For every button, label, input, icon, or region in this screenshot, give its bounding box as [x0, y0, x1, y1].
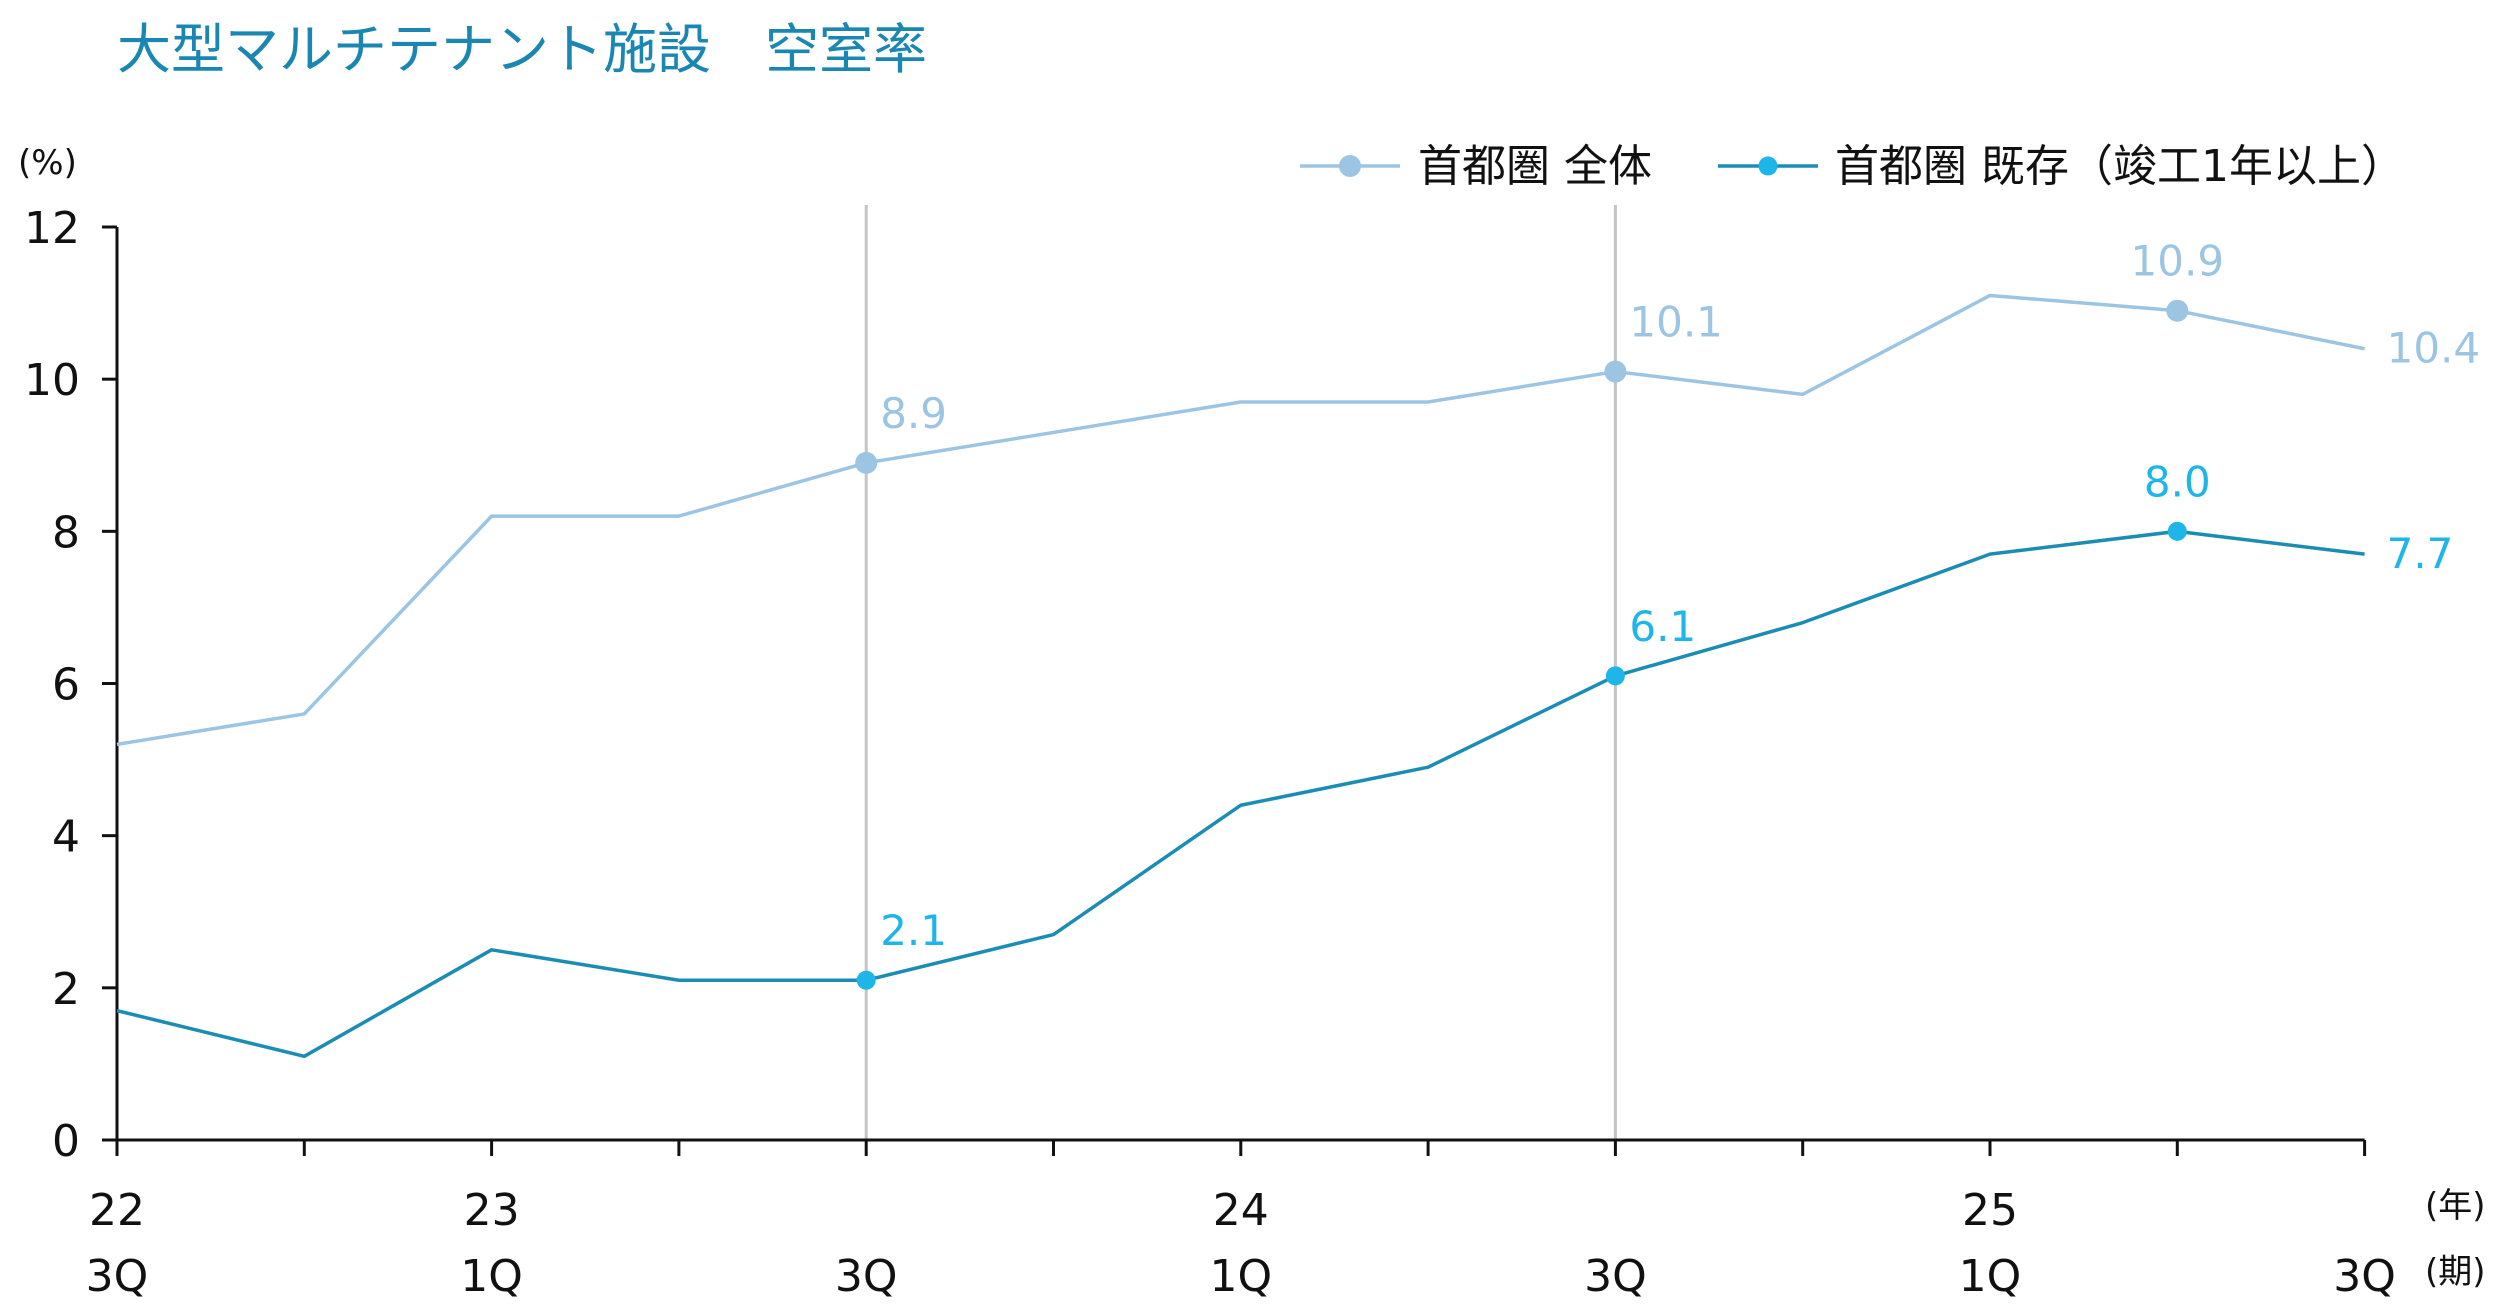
series-1-marker: [1605, 666, 1625, 686]
y-axis-unit: (%): [18, 143, 77, 183]
series-0-data-label: 10.9: [2131, 237, 2225, 286]
series-1-data-label: 7.7: [2387, 529, 2454, 578]
series-0-marker: [1604, 360, 1627, 383]
x-tick-year-label: 25: [1962, 1185, 2018, 1236]
x-tick-quarter-label: 3Q: [86, 1251, 149, 1302]
series-1-data-label: 6.1: [1629, 602, 1696, 651]
legend: 首都圏 全体 首都圏 既存（竣工1年以上）: [1300, 141, 2405, 192]
series-1-marker: [856, 970, 876, 990]
x-tick-year-label: 24: [1213, 1185, 1269, 1236]
series-layer: 8.9 10.1 10.9 10.4 2.1 6.1 8.0 7.7: [116, 237, 2481, 1059]
x-tick-quarter-label: 3Q: [2333, 1251, 2396, 1302]
series-0-data-label: 8.9: [880, 389, 947, 438]
series-1-line: [116, 529, 2365, 1059]
y-tick-label: 8: [52, 507, 80, 558]
legend-swatch-marker: [1758, 156, 1778, 176]
x-tick-quarter-label: 1Q: [1959, 1251, 2022, 1302]
legend-label: 首都圏 既存（竣工1年以上）: [1835, 141, 2405, 192]
series-0-line: [116, 293, 2365, 747]
x-tick-year-label: 23: [464, 1185, 520, 1236]
series-0-data-label: 10.4: [2387, 324, 2481, 373]
y-tick-label: 0: [52, 1116, 80, 1167]
y-tick-label: 12: [24, 203, 80, 254]
y-tick-label: 10: [24, 355, 80, 406]
series-0-data-label: 10.1: [1629, 298, 1723, 347]
legend-swatch-marker: [1339, 155, 1361, 177]
legend-label: 首都圏 全体: [1418, 141, 1652, 192]
series-1-marker: [2167, 521, 2187, 541]
y-tick-label: 6: [52, 660, 80, 711]
chart-title: 大型マルチテナント施設 空室率: [117, 18, 927, 81]
series-0-marker: [855, 451, 878, 474]
series-0-marker: [2166, 299, 2189, 322]
x-tick-quarter-label: 1Q: [1209, 1251, 1272, 1302]
series-1-data-label: 2.1: [880, 906, 947, 955]
y-tick-label: 4: [52, 812, 80, 863]
x-axis-unit-period: (期): [2425, 1252, 2486, 1292]
x-tick-quarter-label: 3Q: [1584, 1251, 1647, 1302]
y-tick-label: 2: [52, 964, 80, 1015]
series-1-data-label: 8.0: [2144, 457, 2211, 506]
reference-lines: [864, 205, 1617, 1140]
x-axis-unit-year: (年): [2425, 1186, 2486, 1226]
x-tick-quarter-label: 3Q: [835, 1251, 898, 1302]
x-tick-year-label: 22: [89, 1185, 145, 1236]
x-tick-quarter-label: 1Q: [460, 1251, 523, 1302]
